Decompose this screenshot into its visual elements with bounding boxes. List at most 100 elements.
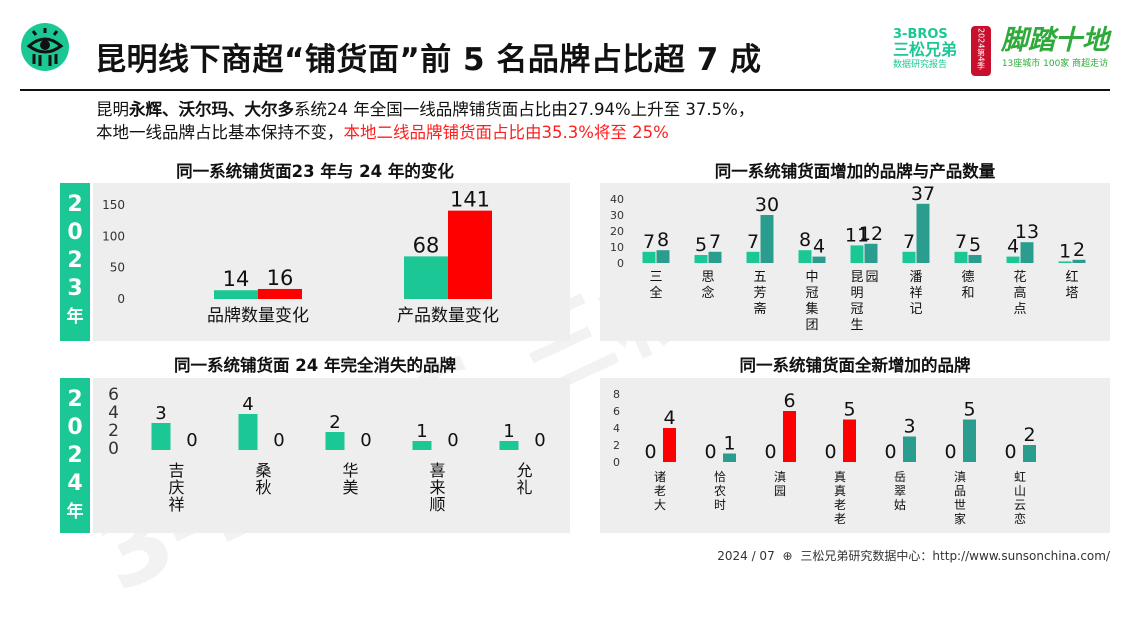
bar-new-s2	[843, 419, 856, 462]
chart-title-added: 同一系统铺货面增加的品牌与产品数量	[714, 162, 996, 181]
category-label: 老	[834, 512, 846, 526]
data-label: 8	[657, 229, 669, 251]
data-label: 0	[534, 430, 545, 451]
category-label: 全	[649, 285, 662, 301]
data-label: 3	[903, 416, 915, 438]
bar-change-s2	[258, 288, 302, 299]
data-label: 4	[663, 407, 675, 429]
data-label: 1	[1059, 240, 1071, 262]
y-tick-label: 10	[610, 241, 624, 254]
category-label: 和	[961, 286, 974, 301]
bar-new-s2	[663, 428, 676, 462]
data-label: 4	[813, 236, 825, 258]
bar-added-s2	[916, 203, 930, 263]
data-label: 16	[267, 266, 294, 290]
bar-change-s1	[404, 256, 448, 299]
data-label: 0	[447, 430, 458, 451]
data-label: 14	[223, 267, 250, 291]
data-label: 5	[695, 234, 707, 256]
y-tick-label: 4	[613, 422, 620, 435]
slogan: 脚踏十地 13座城市 100家 商超走访	[1000, 24, 1110, 70]
page-title: 昆明线下商超“铺货面”前 5 名品牌占比超 7 成	[95, 42, 762, 78]
category-label: 真	[834, 470, 846, 484]
category-label: 老	[834, 498, 846, 512]
bar-added-s1	[902, 251, 916, 263]
category-label: 顺	[429, 495, 445, 514]
category-label: 五	[753, 270, 766, 285]
category-label: 虹	[1014, 470, 1026, 484]
bar-added-s1	[746, 251, 760, 263]
category-label: 冠	[805, 286, 818, 301]
category-label: 思	[701, 270, 714, 285]
bar-new-s2	[1023, 445, 1036, 462]
data-label: 0	[644, 441, 656, 463]
category-label: 花	[1013, 269, 1026, 285]
category-label: 高	[1013, 285, 1026, 301]
category-label: 念	[701, 285, 714, 301]
category-label: 中	[805, 270, 818, 285]
data-label: 0	[824, 441, 836, 463]
bar-added-s2	[1020, 242, 1034, 263]
bar-change-s1	[214, 290, 258, 299]
footer-date: 2024 / 07	[717, 549, 775, 563]
category-label: 允	[516, 461, 532, 480]
category-label: 翠	[894, 484, 906, 498]
category-label: 园	[865, 270, 878, 285]
slogan-text: 脚踏十地	[1001, 25, 1109, 56]
data-label: 0	[944, 441, 956, 463]
category-label: 云	[1014, 498, 1026, 512]
footer: 2024 / 07 ⊕ 三松兄弟研究数据中心：http://www.sunson…	[717, 547, 1110, 564]
data-label: 1	[503, 421, 514, 442]
bar-new-s2	[723, 453, 736, 462]
data-label: 2	[1073, 239, 1085, 261]
data-label: 5	[963, 399, 975, 421]
category-label: 大	[654, 498, 666, 512]
bar-added-s2	[656, 250, 670, 263]
category-label: 山	[1014, 484, 1026, 498]
bar-added-s1	[1058, 261, 1072, 263]
bar-disappeared-s1	[412, 441, 432, 450]
category-label: 冠	[850, 302, 863, 317]
category-label: 老	[654, 484, 666, 498]
category-label: 昆	[850, 270, 863, 285]
category-label: 吉	[168, 461, 184, 480]
data-label: 0	[360, 430, 371, 451]
y-tick-label: 0	[117, 292, 125, 306]
category-label: 时	[714, 498, 726, 512]
brand-logo: 3-BROS 三松兄弟 数据研究报告	[893, 28, 965, 71]
header-divider	[20, 89, 1110, 91]
category-label: 恋	[1014, 511, 1026, 526]
category-label: 美	[342, 478, 358, 497]
y-tick-label: 2	[108, 421, 119, 441]
category-label: 礼	[516, 478, 532, 497]
bar-disappeared-s1	[151, 423, 171, 450]
category-label: 记	[909, 302, 922, 317]
category-label: 生	[850, 318, 863, 333]
bar-added-s1	[1006, 256, 1020, 263]
chart-title-change: 同一系统铺货面23 年与 24 年的变化	[176, 162, 454, 181]
bar-added-s2	[760, 215, 774, 263]
data-label: 6	[783, 390, 795, 412]
bar-added-s1	[850, 245, 864, 263]
category-label: 真	[834, 484, 846, 498]
chart-title-disappeared: 同一系统铺货面 24 年完全消失的品牌	[174, 356, 456, 375]
summary-line-1: 昆明永辉、沃尔玛、大尔多系统24 年全国一线品牌铺货面占比由27.94%上升至 …	[96, 100, 755, 119]
data-label: 4	[1007, 236, 1019, 258]
bar-disappeared-s1	[325, 432, 345, 450]
chart-title-new: 同一系统铺货面全新增加的品牌	[739, 356, 971, 375]
category-label: 家	[954, 511, 966, 526]
category-label: 岳	[894, 470, 906, 484]
category-label: 华	[342, 461, 358, 480]
y-tick-label: 150	[102, 198, 125, 212]
category-label: 斋	[753, 301, 766, 317]
globe-icon: ⊕	[782, 549, 793, 563]
category-label: 恰	[714, 469, 726, 484]
brand-cn: 三松兄弟	[893, 40, 958, 59]
y-tick-label: 2	[613, 439, 620, 452]
category-label: 集	[805, 301, 818, 317]
